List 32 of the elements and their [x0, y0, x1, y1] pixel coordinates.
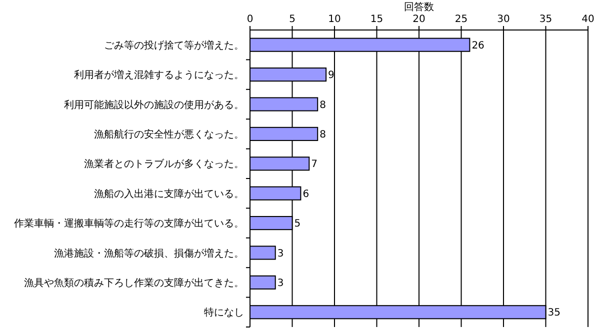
data-label: 8: [320, 100, 326, 111]
y-tick-label: 特になし: [204, 306, 244, 319]
bar: [250, 275, 276, 290]
x-tick-label: 30: [497, 14, 510, 25]
y-tick-label: 漁船の入出港に支障が出ている。: [94, 188, 244, 200]
data-label: 3: [277, 278, 284, 289]
y-tick-label: 利用可能施設以外の施設の使用がある。: [64, 98, 244, 111]
y-tick-label: 利用者が増え混雑するようになった。: [74, 69, 244, 82]
y-tick-label: 漁業者とのトラブルが多くなった。: [84, 158, 244, 170]
x-tick-label: 20: [412, 14, 426, 25]
x-tick-label: 5: [289, 14, 296, 25]
y-tick-label: 作業車輌・運搬車輌等の走行等の支障が出ている。: [13, 218, 244, 230]
data-label: 26: [472, 40, 484, 52]
x-tick-label: 25: [454, 14, 468, 25]
x-tick-label: 10: [328, 14, 341, 25]
x-tick-label: 15: [370, 14, 384, 25]
x-axis-title: 回答数: [404, 1, 434, 13]
data-label: 35: [548, 308, 560, 319]
data-label: 6: [302, 188, 310, 200]
data-label: 5: [294, 218, 301, 230]
data-label: 8: [320, 129, 326, 140]
data-label: 7: [311, 159, 318, 170]
y-tick-label: 漁港施設・漁船等の破損、損傷が増えた。: [54, 247, 244, 260]
data-label: 3: [277, 248, 284, 260]
data-label: 9: [328, 70, 334, 82]
bar: [250, 246, 276, 260]
y-tick-label: 漁具や魚類の積み下ろし作業の支障が出てきた。: [24, 276, 244, 289]
y-tick-label: 漁船航行の安全性が悪くなった。: [94, 128, 244, 140]
x-tick-label: 35: [539, 14, 552, 25]
x-tick-label: 40: [582, 14, 594, 25]
y-tick-label: ごみ等の投げ捨て等が増えた。: [104, 39, 244, 52]
x-tick-label: 0: [246, 14, 254, 25]
